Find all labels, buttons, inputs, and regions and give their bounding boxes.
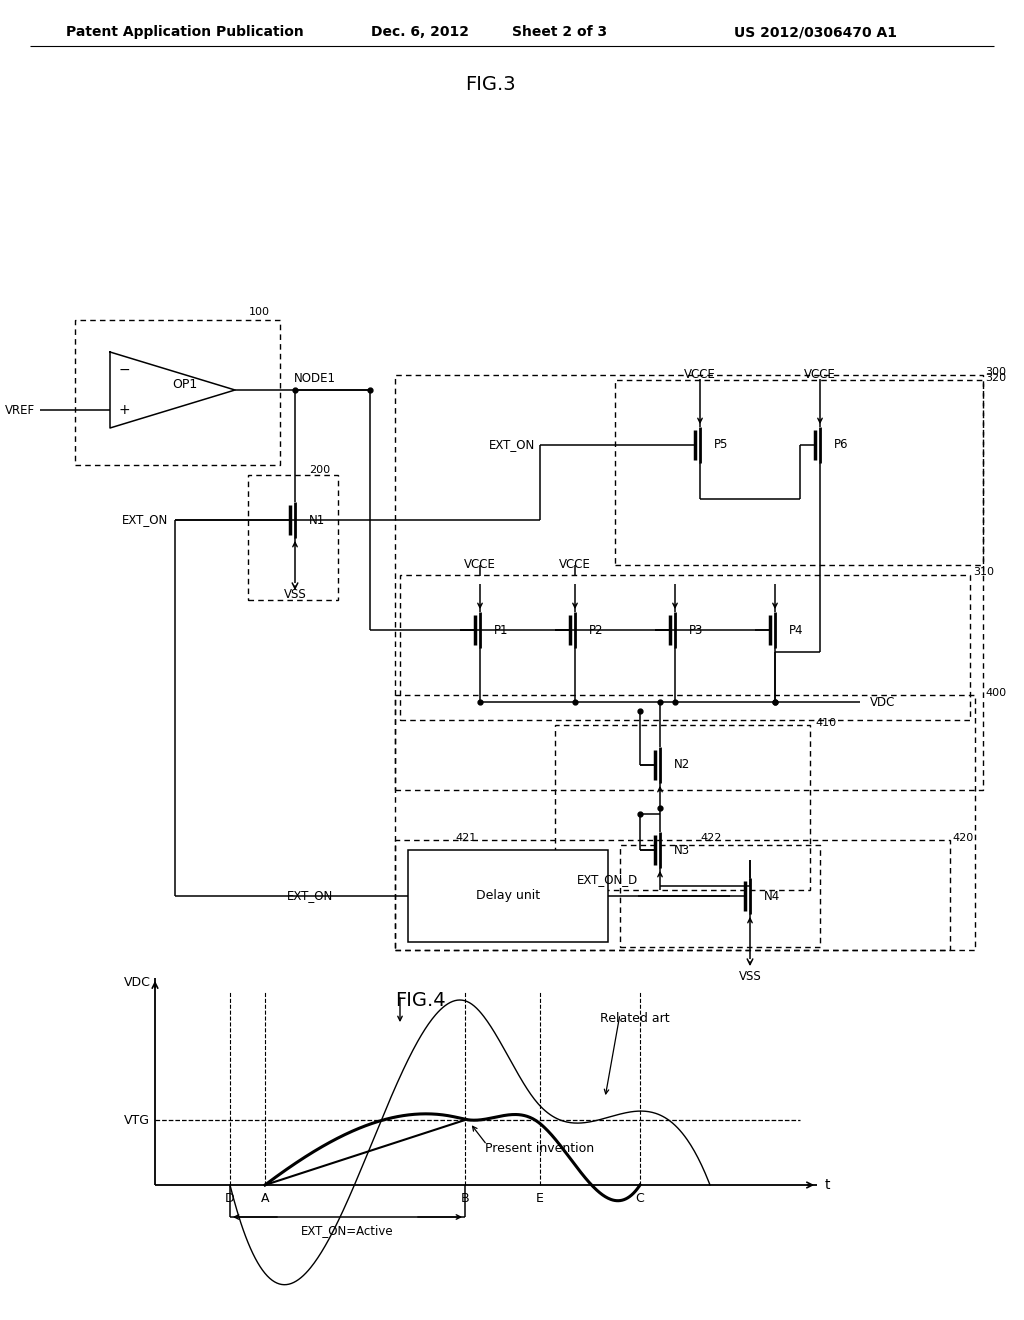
Text: Dec. 6, 2012: Dec. 6, 2012 — [371, 25, 469, 40]
Bar — [620, 845, 820, 946]
Text: B: B — [461, 1192, 469, 1205]
Text: +: + — [118, 403, 130, 417]
Bar — [400, 576, 970, 719]
Text: N1: N1 — [309, 513, 326, 527]
Text: VCCE: VCCE — [464, 558, 496, 572]
Text: VDC: VDC — [124, 975, 151, 989]
Bar — [615, 380, 983, 565]
Text: VSS: VSS — [284, 589, 306, 602]
Bar — [395, 840, 950, 950]
Text: 320: 320 — [985, 374, 1007, 383]
Bar — [395, 696, 975, 950]
Text: EXT_ON: EXT_ON — [287, 890, 333, 903]
Text: NODE1: NODE1 — [294, 371, 336, 384]
Text: 422: 422 — [700, 833, 721, 843]
Text: P2: P2 — [589, 623, 603, 636]
Text: VDC: VDC — [870, 696, 895, 709]
Text: N2: N2 — [674, 759, 690, 771]
Text: P3: P3 — [689, 623, 703, 636]
Text: OP1: OP1 — [172, 379, 198, 392]
Bar — [248, 475, 338, 601]
Text: P6: P6 — [834, 438, 849, 451]
Text: C: C — [636, 1192, 644, 1205]
Text: VCCE: VCCE — [804, 368, 836, 381]
Text: VSS: VSS — [738, 969, 762, 982]
Text: A: A — [261, 1192, 269, 1205]
Text: Related art: Related art — [600, 1011, 670, 1024]
Text: 421: 421 — [455, 833, 476, 843]
Text: FIG.3: FIG.3 — [465, 75, 515, 95]
Text: VTG: VTG — [124, 1114, 150, 1126]
Text: FIG.4: FIG.4 — [394, 990, 445, 1010]
Text: 310: 310 — [973, 568, 994, 577]
Text: 300: 300 — [985, 367, 1006, 378]
Text: EXT_ON: EXT_ON — [488, 438, 535, 451]
Text: VCCE: VCCE — [559, 558, 591, 572]
Text: US 2012/0306470 A1: US 2012/0306470 A1 — [733, 25, 896, 40]
Text: −: − — [118, 363, 130, 378]
Text: 100: 100 — [249, 308, 270, 317]
Text: D: D — [225, 1192, 234, 1205]
Text: 400: 400 — [985, 688, 1007, 698]
Bar — [555, 725, 810, 890]
Text: 200: 200 — [309, 465, 330, 475]
Text: P5: P5 — [714, 438, 728, 451]
Text: EXT_ON_D: EXT_ON_D — [577, 874, 638, 887]
Text: VCCE: VCCE — [684, 368, 716, 381]
Text: 410: 410 — [815, 718, 837, 729]
Text: Patent Application Publication: Patent Application Publication — [67, 25, 304, 40]
Text: EXT_ON=Active: EXT_ON=Active — [301, 1225, 393, 1238]
Text: Sheet 2 of 3: Sheet 2 of 3 — [512, 25, 607, 40]
Text: 420: 420 — [952, 833, 973, 843]
Text: N3: N3 — [674, 843, 690, 857]
Text: t: t — [824, 1177, 829, 1192]
Text: EXT_ON: EXT_ON — [122, 513, 168, 527]
Text: E: E — [536, 1192, 544, 1205]
Bar — [408, 850, 608, 942]
Text: P1: P1 — [494, 623, 509, 636]
Bar — [395, 375, 983, 789]
Text: Delay unit: Delay unit — [476, 890, 540, 903]
Text: N4: N4 — [764, 890, 780, 903]
Bar — [75, 319, 280, 465]
Text: VREF: VREF — [5, 404, 35, 417]
Text: P4: P4 — [790, 623, 804, 636]
Text: Present invention: Present invention — [485, 1142, 594, 1155]
